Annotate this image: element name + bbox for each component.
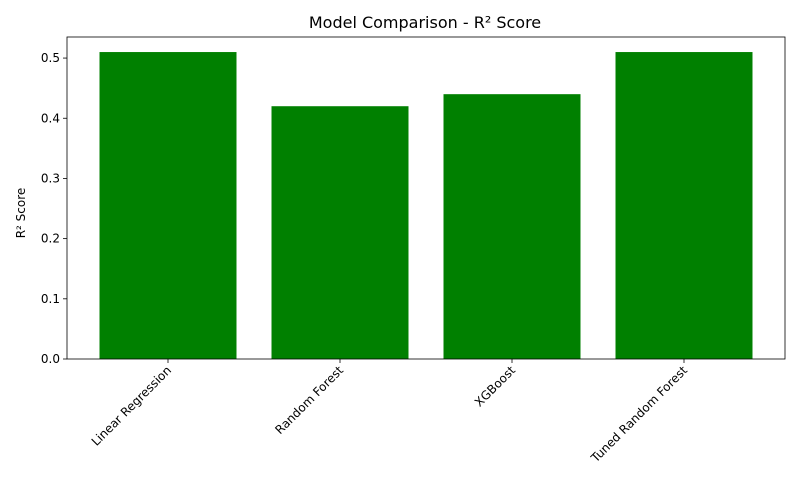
y-tick-label: 0.1 <box>41 292 60 306</box>
bar-random-forest <box>271 106 409 359</box>
y-tick-label: 0.3 <box>41 171 60 185</box>
chart-title: Model Comparison - R² Score <box>309 13 541 32</box>
bar-linear-regression <box>99 52 237 360</box>
plot-area: Linear Regression Random Forest XGBoost Tun… <box>41 36 786 466</box>
y-tick-label: 0.0 <box>41 352 60 366</box>
bar-tuned-random-forest <box>615 52 753 360</box>
bar-xgboost <box>443 94 581 360</box>
plot-frame <box>66 36 786 360</box>
y-axis-label: R² Score <box>14 188 28 239</box>
x-tick-label: Linear Regression <box>89 363 174 448</box>
y-tick-label: 0.5 <box>41 51 60 65</box>
y-tick-label: 0.4 <box>41 111 60 125</box>
x-tick-label: XGBoost <box>472 363 518 409</box>
x-tick-label: Tuned Random Forest <box>588 363 691 466</box>
x-tick-label: Random Forest <box>272 363 346 437</box>
y-tick-label: 0.2 <box>41 232 60 246</box>
